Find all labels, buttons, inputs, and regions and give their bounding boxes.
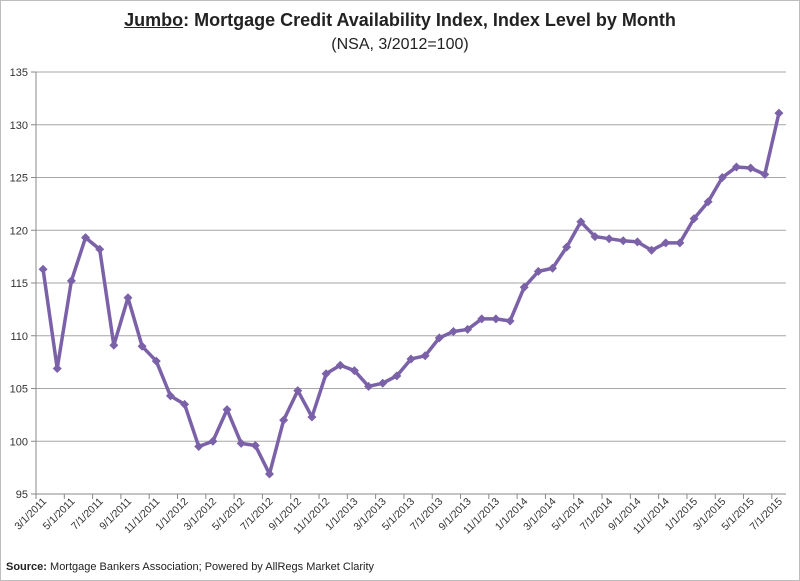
data-point <box>731 162 741 172</box>
y-tick-label: 135 <box>10 67 28 79</box>
data-point <box>364 381 374 391</box>
data-point <box>123 293 133 303</box>
data-point <box>335 360 345 370</box>
data-point <box>165 391 175 401</box>
chart-title-prefix: Jumbo <box>124 10 184 30</box>
data-point <box>406 354 416 364</box>
data-point <box>307 412 317 422</box>
chart-subtitle: (NSA, 3/2012=100) <box>331 36 469 53</box>
data-point <box>222 405 232 415</box>
data-point <box>533 266 543 276</box>
data-point <box>703 197 713 207</box>
chart-title-rest: : Mortgage Credit Availability Index, In… <box>183 10 676 30</box>
data-point <box>52 363 62 373</box>
data-point <box>448 327 458 337</box>
data-point <box>548 263 558 273</box>
data-point <box>519 282 529 292</box>
data-point <box>618 236 628 246</box>
data-point <box>463 324 473 334</box>
data-point <box>279 415 289 425</box>
data-point <box>208 436 218 446</box>
source-note: Source: Mortgage Bankers Association; Po… <box>6 561 374 573</box>
data-point <box>717 173 727 182</box>
data-point <box>434 333 444 343</box>
data-point <box>194 442 204 452</box>
data-point <box>774 108 784 118</box>
data-point <box>746 163 756 173</box>
data-point <box>661 238 671 248</box>
y-tick-label: 115 <box>10 278 28 290</box>
data-point <box>137 341 147 351</box>
data-point <box>675 238 685 248</box>
data-point <box>491 314 501 324</box>
data-point <box>576 217 586 227</box>
data-point <box>81 233 91 243</box>
data-point <box>420 351 430 361</box>
series-line <box>41 112 781 476</box>
data-point <box>236 438 246 448</box>
data-point <box>66 276 76 286</box>
data-point <box>250 440 260 450</box>
data-point <box>590 232 600 242</box>
y-tick-label: 95 <box>16 489 28 501</box>
data-point <box>562 242 572 252</box>
data-point <box>293 386 303 396</box>
data-point <box>321 369 331 379</box>
y-tick-label: 125 <box>10 173 28 185</box>
data-point <box>151 356 161 366</box>
data-point <box>349 366 359 376</box>
data-point <box>477 314 487 324</box>
data-point <box>647 245 657 255</box>
data-point <box>604 234 614 244</box>
data-point <box>760 169 770 179</box>
data-point <box>632 237 642 247</box>
y-tick-label: 100 <box>10 436 28 448</box>
y-tick-label: 130 <box>10 120 28 132</box>
data-point <box>38 264 48 274</box>
data-point <box>392 371 402 381</box>
data-point <box>95 244 105 254</box>
y-tick-label: 120 <box>10 225 28 237</box>
source-label: Source: <box>6 561 47 573</box>
chart-title: Jumbo: Mortgage Credit Availability Inde… <box>0 10 800 31</box>
y-tick-label: 105 <box>10 384 28 396</box>
source-text: Mortgage Bankers Association; Powered by… <box>46 561 375 573</box>
data-point <box>689 214 699 224</box>
data-point <box>180 399 190 409</box>
data-point <box>378 378 388 388</box>
data-point <box>109 340 119 350</box>
data-point <box>505 316 515 326</box>
data-point <box>264 469 274 479</box>
y-tick-label: 110 <box>10 331 28 343</box>
